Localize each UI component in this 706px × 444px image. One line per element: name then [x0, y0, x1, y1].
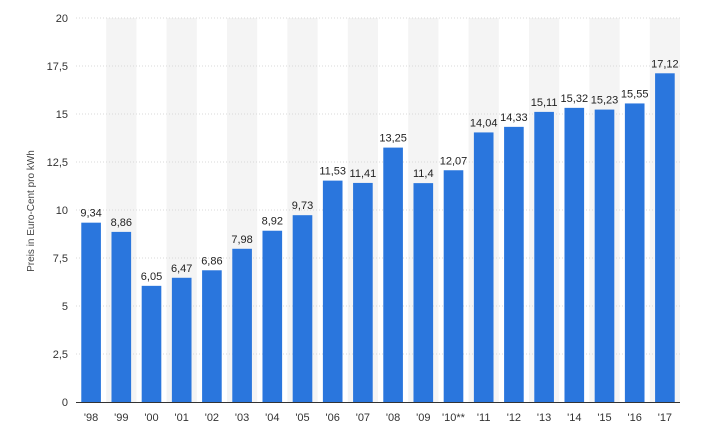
- data-label: 6,86: [201, 255, 222, 267]
- data-label: 12,07: [440, 155, 468, 167]
- y-axis-ticks: 0 2,5 5 7,5 10 12,5 15 17,5 20: [47, 13, 68, 409]
- x-tick-label: '06: [326, 412, 340, 424]
- bar: [655, 73, 675, 403]
- data-labels: 9,34 8,86 6,05 6,47 6,86 7,98 8,92 9,73 11,53 11,…: [80, 58, 678, 283]
- x-tick-label: '09: [416, 412, 430, 424]
- x-tick-label: '14: [567, 412, 581, 424]
- bar: [413, 183, 434, 402]
- data-label: 11,4: [413, 168, 434, 180]
- y-tick-label: 17,5: [47, 61, 68, 73]
- x-tick-label: '13: [537, 412, 551, 424]
- bar: [322, 180, 343, 402]
- x-tick-label: '04: [265, 412, 279, 424]
- bar: [353, 182, 373, 402]
- data-label: 15,55: [621, 88, 649, 100]
- data-label: 6,05: [141, 271, 162, 283]
- data-label: 9,34: [80, 208, 101, 220]
- bar: [383, 147, 403, 402]
- data-label: 8,92: [262, 216, 283, 228]
- x-tick-label: '08: [386, 412, 400, 424]
- y-tick-label: 0: [62, 397, 68, 409]
- data-label: 15,11: [531, 97, 558, 109]
- bar: [171, 277, 192, 402]
- x-tick-label: '98: [84, 412, 98, 424]
- bar: [504, 126, 524, 402]
- x-tick-label: '10**: [442, 412, 466, 424]
- bar: [262, 230, 283, 402]
- x-tick-label: '11: [477, 412, 491, 424]
- y-tick-label: 10: [56, 205, 68, 217]
- x-tick-label: '01: [175, 412, 189, 424]
- x-tick-label: '00: [144, 412, 158, 424]
- bar: [624, 103, 645, 402]
- bar: [534, 111, 554, 402]
- bar: [564, 107, 585, 402]
- x-tick-label: '12: [507, 412, 521, 424]
- x-tick-label: '16: [628, 412, 642, 424]
- y-axis-title: Preis in Euro-Cent pro kWh: [26, 150, 37, 272]
- data-label: 9,73: [292, 200, 313, 212]
- data-label: 15,23: [591, 95, 619, 107]
- x-tick-label: '03: [235, 412, 249, 424]
- x-tick-label: '99: [114, 412, 128, 424]
- x-tick-label: '17: [658, 412, 672, 424]
- bar: [202, 270, 222, 402]
- y-tick-label: 15: [56, 109, 68, 121]
- bars: [81, 73, 675, 403]
- data-label: 15,32: [561, 93, 589, 105]
- data-label: 7,98: [231, 234, 252, 246]
- data-label: 17,12: [651, 58, 679, 70]
- y-tick-label: 7,5: [53, 253, 68, 265]
- bar: [594, 109, 615, 403]
- bar: [141, 285, 162, 402]
- x-axis-ticks: '98 '99 '00 '01 '02 '03 '04 '05 '06 '07 '08 '09 '10*…: [84, 412, 672, 424]
- bar: [473, 132, 494, 402]
- data-label: 14,33: [500, 112, 528, 124]
- x-tick-label: '05: [295, 412, 309, 424]
- bar: [443, 170, 464, 402]
- data-label: 11,41: [350, 168, 377, 180]
- y-tick-label: 20: [56, 13, 68, 25]
- data-label: 11,53: [319, 166, 346, 178]
- x-tick-label: '07: [356, 412, 370, 424]
- data-label: 14,04: [470, 117, 498, 129]
- data-label: 13,25: [379, 133, 407, 145]
- x-tick-label: '15: [597, 412, 611, 424]
- y-tick-label: 2,5: [53, 349, 68, 361]
- bar: [292, 215, 313, 402]
- data-label: 6,47: [171, 263, 192, 275]
- bar: [81, 222, 101, 402]
- y-tick-label: 5: [62, 301, 68, 313]
- data-label: 8,86: [111, 217, 132, 229]
- y-tick-label: 12,5: [47, 157, 68, 169]
- bar: [111, 231, 132, 402]
- x-tick-label: '02: [205, 412, 219, 424]
- bar: [232, 248, 252, 402]
